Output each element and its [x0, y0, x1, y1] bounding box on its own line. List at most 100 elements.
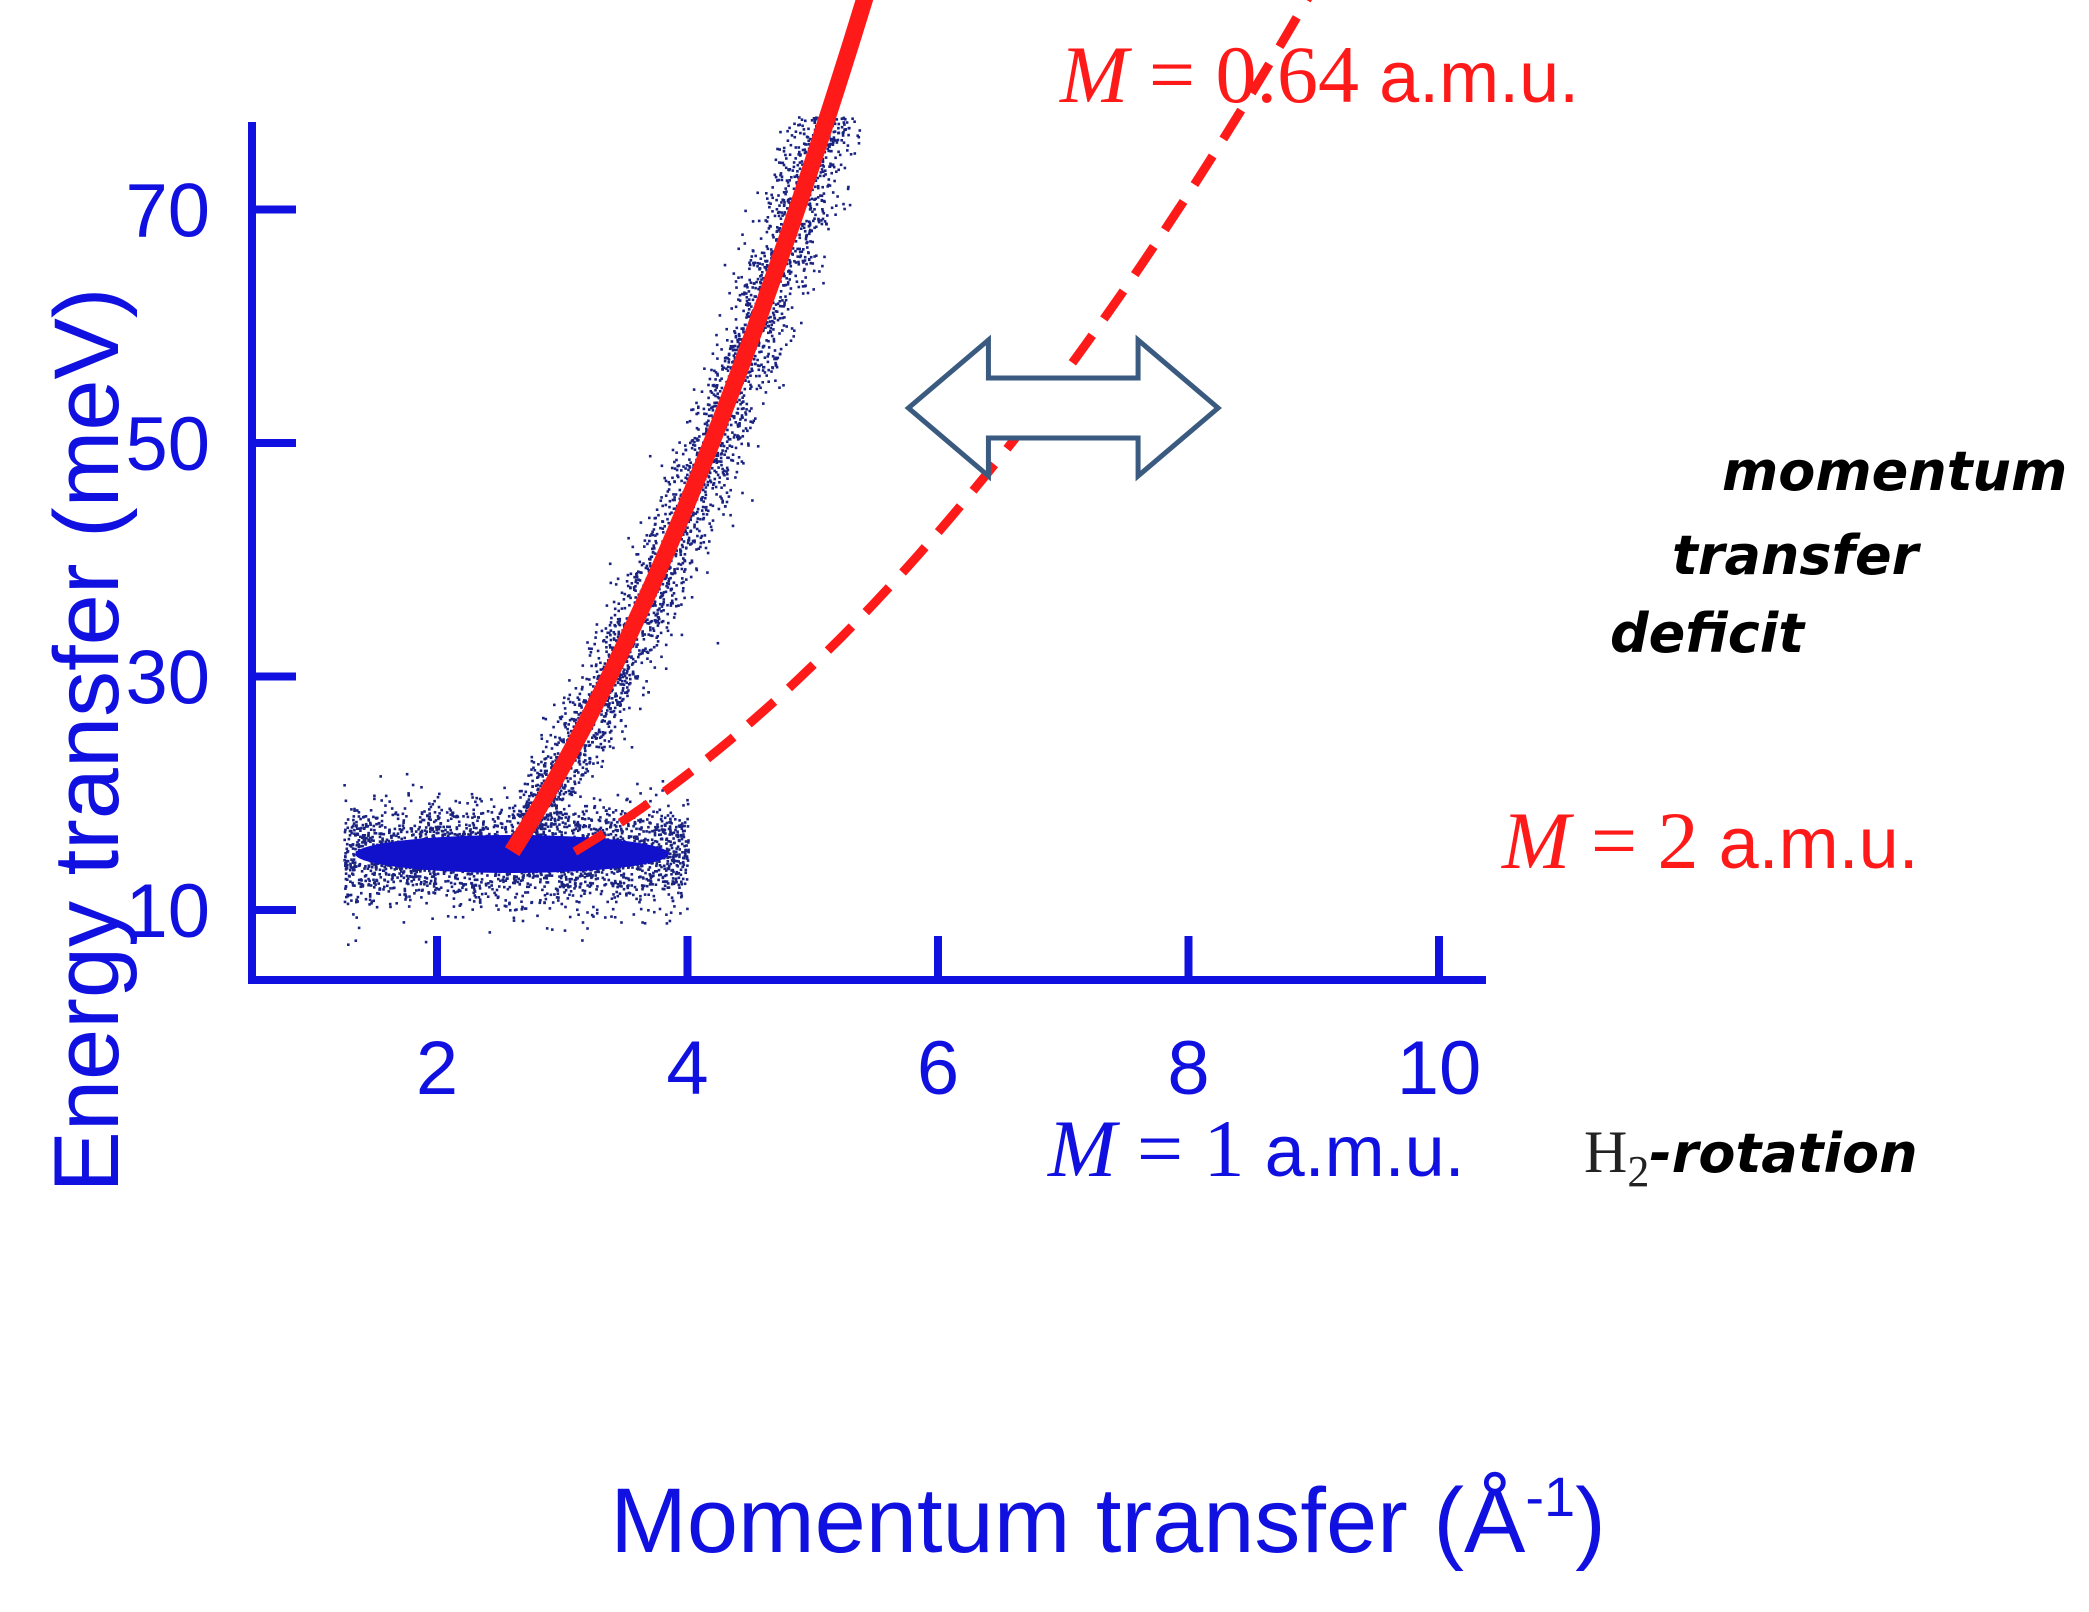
scatter-point [540, 737, 544, 740]
scatter-point [832, 141, 835, 144]
scatter-point [577, 781, 581, 784]
scatter-point [390, 878, 394, 881]
scatter-point [661, 504, 664, 508]
scatter-point [841, 131, 845, 135]
scatter-point [817, 217, 820, 221]
scatter-point [673, 859, 676, 863]
scatter-point [685, 855, 689, 858]
scatter-point [665, 922, 669, 925]
scatter-point [493, 820, 497, 823]
scatter-point [364, 841, 368, 845]
scatter-point [703, 367, 706, 370]
scatter-point [484, 826, 488, 829]
scatter-point [618, 884, 622, 888]
scatter-point [493, 824, 497, 827]
scatter-point [471, 886, 474, 889]
scatter-point [835, 170, 838, 173]
scatter-point [383, 885, 386, 889]
scatter-point [726, 472, 729, 476]
scatter-point [630, 829, 633, 833]
scatter-point [375, 879, 379, 883]
scatter-point [408, 895, 411, 898]
scatter-point [575, 822, 579, 826]
scatter-point [656, 823, 659, 826]
scatter-point [499, 879, 502, 883]
scatter-point [654, 534, 657, 537]
scatter-point [583, 892, 586, 895]
scatter-point [406, 877, 410, 880]
scatter-point [742, 309, 745, 313]
scatter-point [649, 879, 652, 882]
scatter-point [575, 900, 578, 903]
scatter-point [555, 896, 559, 899]
scatter-point [743, 387, 747, 391]
scatter-point [735, 326, 739, 330]
scatter-point [370, 838, 373, 842]
scatter-point [619, 880, 622, 884]
scatter-point [679, 553, 683, 557]
scatter-point [549, 818, 553, 821]
scatter-point [543, 827, 547, 831]
scatter-point [650, 838, 654, 841]
scatter-point [611, 884, 615, 888]
scatter-point [726, 477, 729, 480]
scatter-point [761, 381, 764, 384]
scatter-point [627, 689, 630, 692]
scatter-point [663, 823, 667, 826]
scatter-point [719, 456, 723, 460]
scatter-point [802, 128, 806, 131]
scatter-point [378, 835, 382, 839]
scatter-point [560, 880, 564, 884]
scatter-point [449, 813, 452, 816]
scatter-point [678, 855, 681, 859]
scatter-point [568, 915, 572, 919]
scatter-point [560, 834, 564, 837]
scatter-point [705, 412, 708, 416]
scatter-point [369, 823, 372, 826]
scatter-point [557, 896, 560, 899]
scatter-point [486, 895, 490, 898]
scatter-point [661, 780, 665, 783]
scatter-point [605, 818, 608, 822]
scatter-point [789, 264, 793, 268]
scatter-point [680, 880, 683, 884]
scatter-point [552, 799, 556, 803]
scatter-point [627, 655, 630, 658]
scatter-point [700, 534, 704, 538]
scatter-point [539, 833, 543, 837]
scatter-point [543, 757, 546, 761]
scatter-point [751, 220, 755, 223]
scatter-point [613, 879, 617, 883]
scatter-point [411, 875, 415, 879]
scatter-point [625, 660, 629, 663]
scatter-point [369, 836, 372, 840]
scatter-point [478, 884, 481, 888]
scatter-point [424, 940, 428, 944]
scatter-point [567, 723, 570, 726]
scatter-point [429, 826, 433, 830]
scatter-point [600, 889, 604, 893]
scatter-point [438, 812, 441, 815]
scatter-point [565, 877, 568, 881]
scatter-point [350, 899, 353, 902]
scatter-point [613, 896, 616, 899]
scatter-point [798, 123, 801, 126]
scatter-point [422, 818, 426, 822]
scatter-point [817, 220, 821, 224]
scatter-point [643, 649, 646, 652]
scatter-point [741, 416, 744, 419]
scatter-point [622, 670, 625, 674]
scatter-point [520, 789, 523, 793]
scatter-point [783, 274, 786, 278]
scatter-point [571, 894, 575, 897]
scatter-point [743, 291, 746, 294]
scatter-point [648, 454, 652, 458]
scatter-point [752, 263, 756, 267]
scatter-point [744, 209, 747, 213]
scatter-point [448, 832, 451, 835]
scatter-point [468, 877, 471, 881]
scatter-point [402, 819, 406, 822]
scatter-point [665, 847, 669, 851]
scatter-point [592, 762, 595, 765]
scatter-point [468, 898, 472, 902]
